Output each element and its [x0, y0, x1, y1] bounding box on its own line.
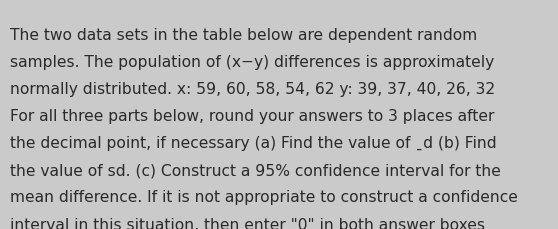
- Text: normally distributed. x: 59, 60, 58, 54, 62 y: 39, 37, 40, 26, 32: normally distributed. x: 59, 60, 58, 54,…: [10, 82, 495, 96]
- Text: mean difference. If it is not appropriate to construct a confidence: mean difference. If it is not appropriat…: [10, 190, 518, 204]
- Text: The two data sets in the table below are dependent random: The two data sets in the table below are…: [10, 27, 477, 42]
- Text: interval in this situation, then enter "0" in both answer boxes: interval in this situation, then enter "…: [10, 217, 485, 229]
- Text: the decimal point, if necessary (a) Find the value of ˍd (b) Find: the decimal point, if necessary (a) Find…: [10, 136, 497, 150]
- Text: the value of sd. (c) Construct a 95% confidence interval for the: the value of sd. (c) Construct a 95% con…: [10, 163, 501, 177]
- Text: samples. The population of (x−y) differences is approximately: samples. The population of (x−y) differe…: [10, 55, 494, 69]
- Text: For all three parts below, round your answers to 3 places after: For all three parts below, round your an…: [10, 109, 494, 123]
